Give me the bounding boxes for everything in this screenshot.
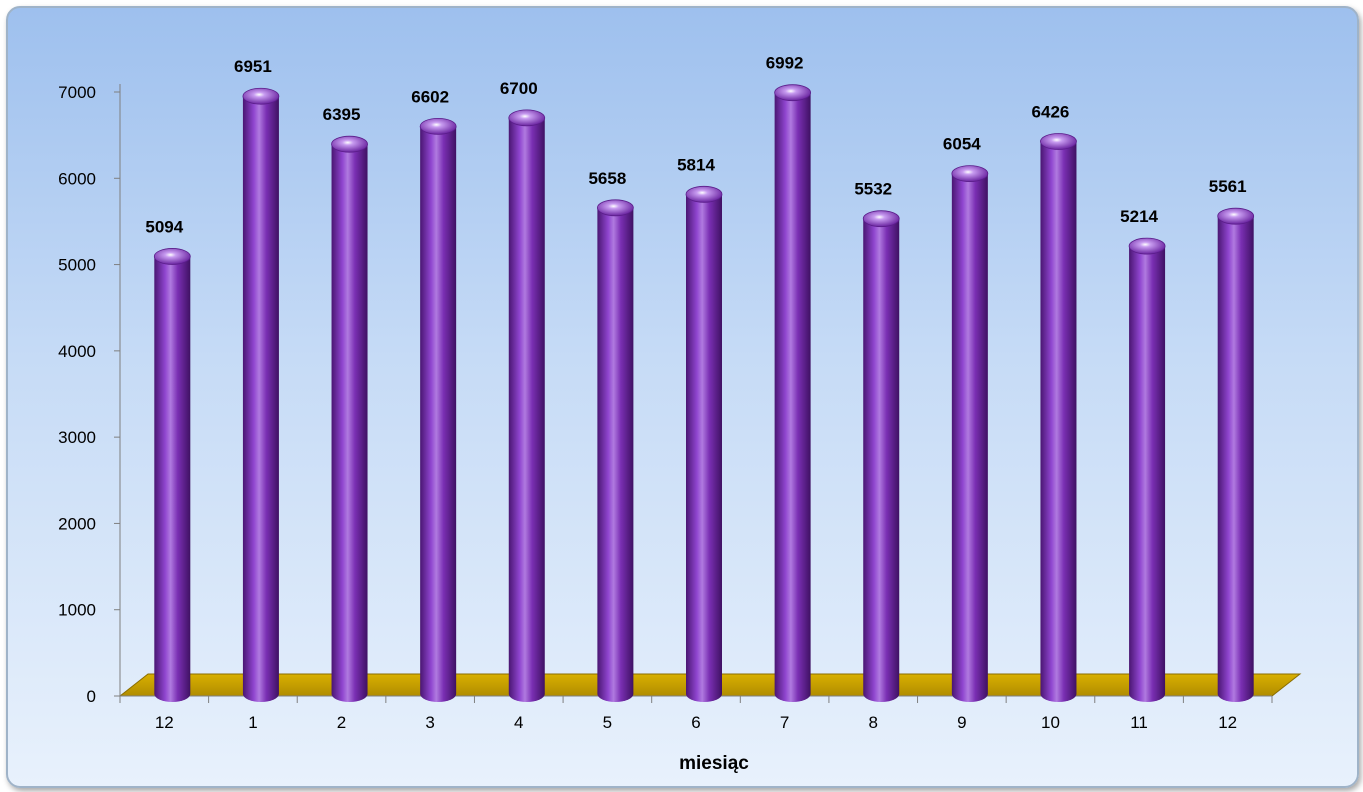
data-label: 6602 [411,87,449,106]
bar [1128,237,1166,702]
x-tick-label: 7 [780,713,789,732]
bar-body [951,173,988,702]
bar [242,87,280,702]
bar-cap [774,84,812,102]
data-label: 6700 [500,79,538,98]
bar-body [1040,141,1077,702]
bar-cap [862,210,900,228]
x-axis-title: miesiąc [679,753,749,774]
bar [596,199,634,703]
y-tick-label: 5000 [58,256,96,275]
y-tick-label: 3000 [58,428,96,447]
data-label: 5532 [854,180,892,199]
y-tick-label: 0 [87,687,96,706]
x-tick-label: 8 [868,713,877,732]
data-label: 6426 [1032,103,1070,122]
x-tick-label: 5 [603,713,612,732]
x-tick-label: 10 [1041,713,1060,732]
bar-cap [242,87,280,105]
x-tick-label: 12 [1218,713,1237,732]
data-label: 5814 [677,155,715,174]
chart-frame: 0 1000 2000 3000 4000 5000 6000 7000 5094 12 6951… [6,6,1359,788]
data-label: 6951 [234,57,272,76]
y-tick-label: 6000 [58,169,96,188]
data-label: 5561 [1209,177,1247,196]
bar [685,185,723,703]
x-tick-label: 1 [248,713,257,732]
x-tick-label: 12 [155,713,174,732]
bar-cap [596,199,634,217]
bar [419,117,457,702]
bar [862,210,900,703]
data-label: 6992 [766,54,804,73]
bar-cap [1217,207,1255,225]
bar-cap [508,109,546,127]
bar-body [774,92,811,702]
data-label: 6054 [943,135,981,154]
bar-cap [1128,237,1166,255]
bar-body [597,207,634,703]
bar-body [508,117,545,702]
y-tick-label: 2000 [58,514,96,533]
bar-cap [331,135,368,153]
bar-body [1217,216,1254,702]
bar-body [686,194,722,703]
bar-cap [685,185,723,203]
bar-cap [153,248,191,265]
bar [153,248,191,702]
bar-cap [951,165,989,183]
bar-cap [419,117,457,135]
bar [774,84,812,702]
bar-body [420,126,457,702]
y-tick-label: 4000 [58,342,96,361]
bar [1217,207,1255,702]
bar-body [331,144,368,702]
bar [331,135,368,702]
bar-body [154,256,191,702]
bar [508,109,546,702]
data-label: 5214 [1120,207,1158,226]
x-tick-label: 3 [425,713,434,732]
x-tick-label: 2 [337,713,346,732]
bar-body [1129,246,1166,702]
bar-body [242,96,279,702]
bar [951,165,989,702]
bar-body [863,218,900,703]
data-label: 6395 [323,105,361,124]
x-tick-label: 9 [957,713,966,732]
bar [1040,133,1077,702]
y-tick-label: 1000 [58,601,96,620]
bar-cap [1040,133,1077,150]
x-tick-label: 4 [514,713,523,732]
data-label: 5094 [145,217,183,236]
y-tick-label: 7000 [58,83,96,102]
x-tick-label: 11 [1130,713,1148,732]
data-label: 5658 [588,169,626,188]
x-tick-label: 6 [691,713,700,732]
